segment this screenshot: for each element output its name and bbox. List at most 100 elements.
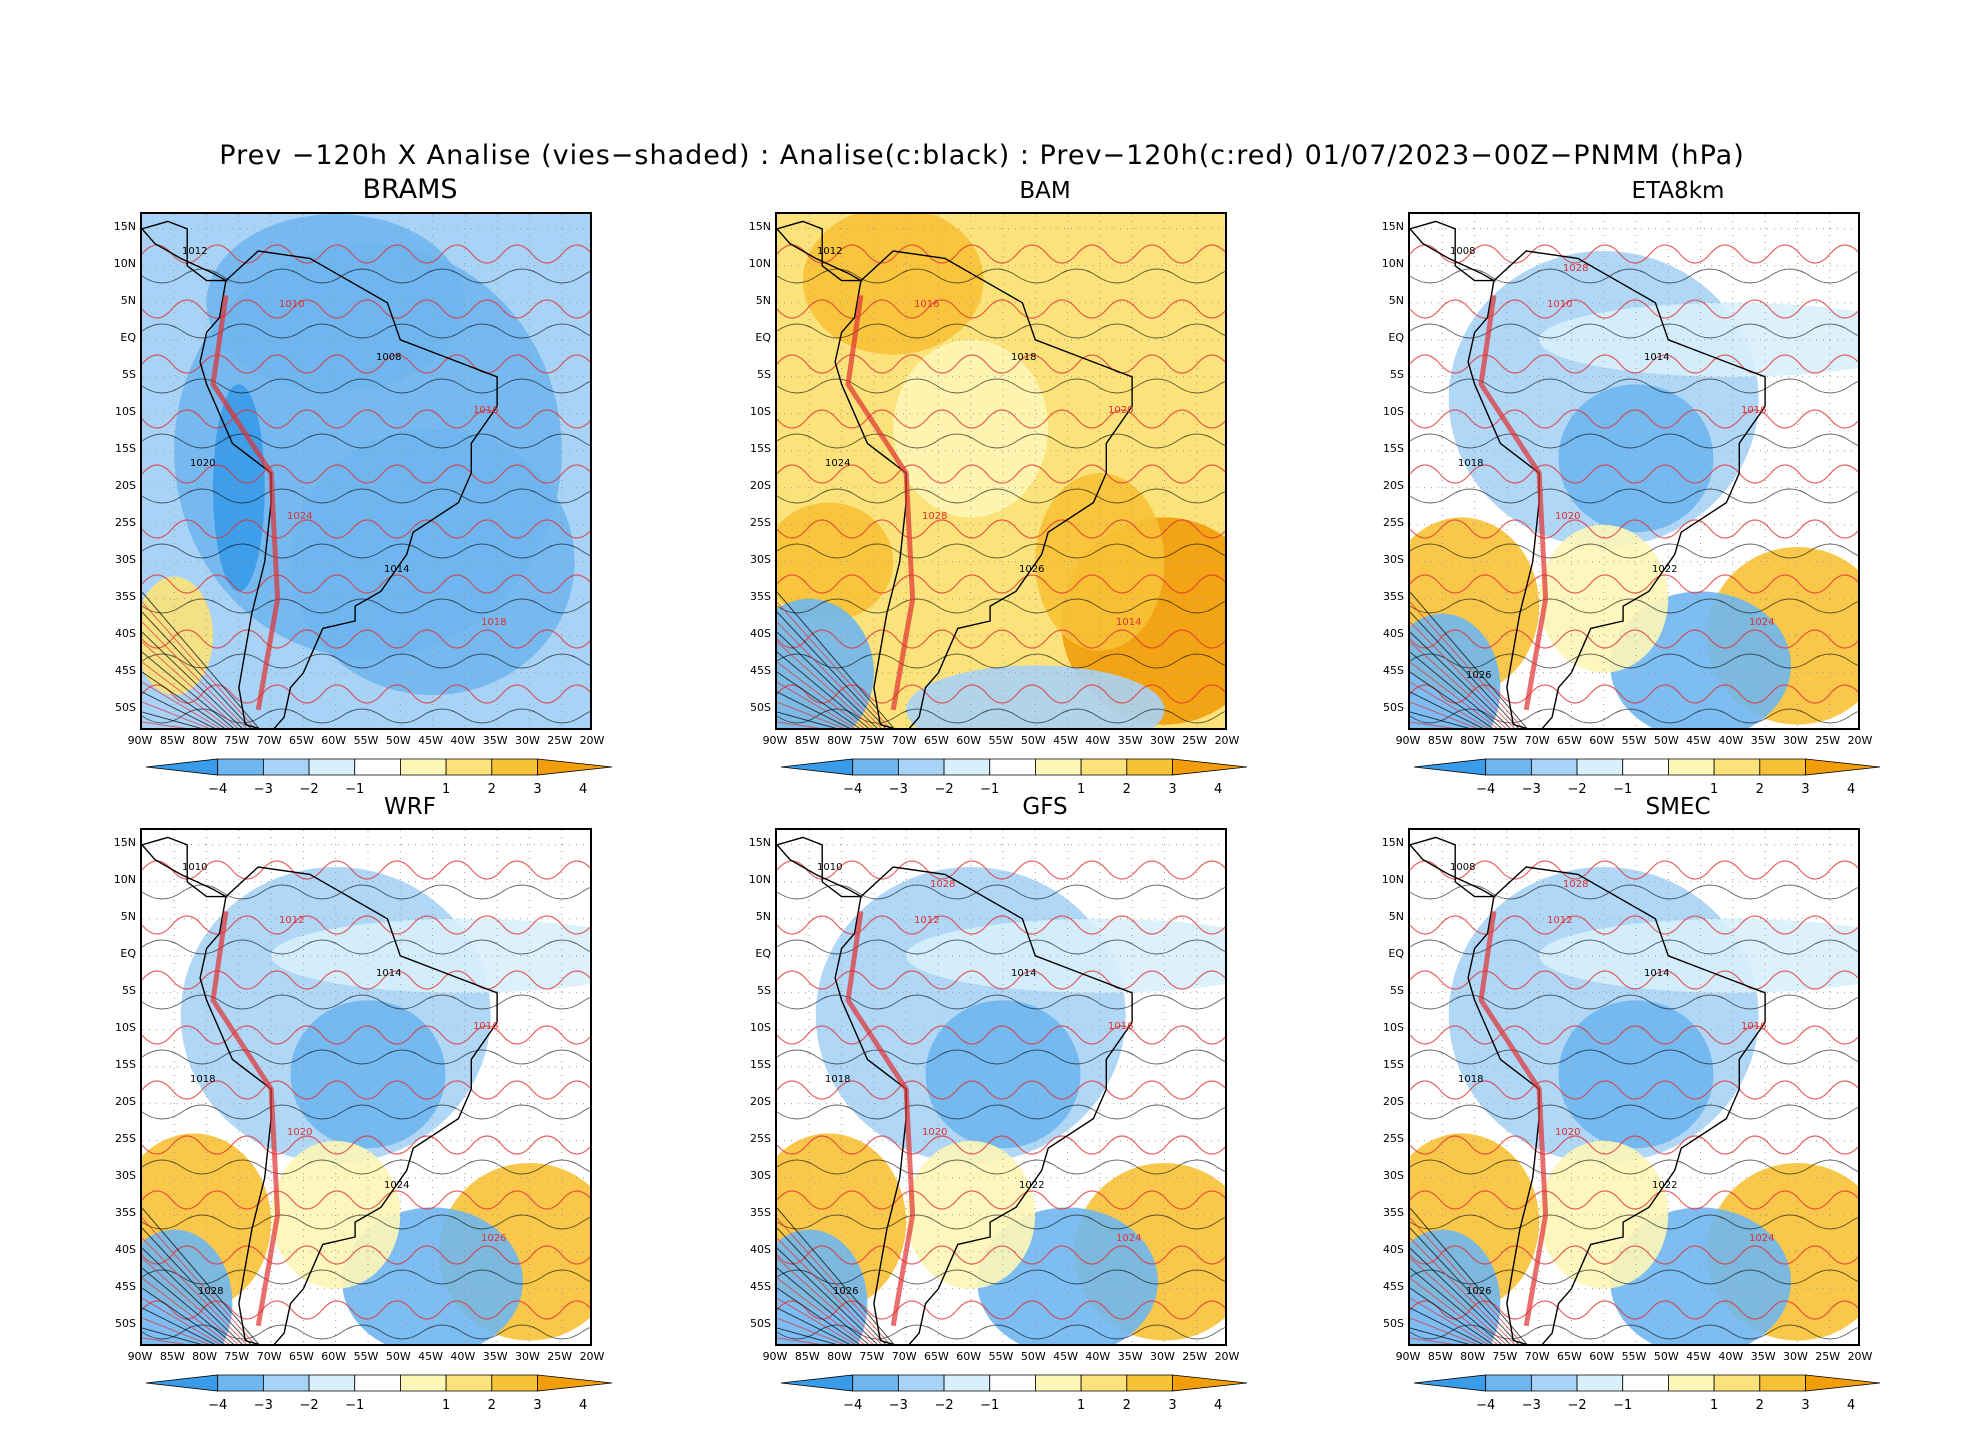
lon-tick-label: 70W bbox=[1524, 1350, 1550, 1363]
lat-tick-label: EQ bbox=[120, 946, 136, 960]
forecast-isobar bbox=[142, 860, 590, 880]
isobar bbox=[777, 721, 822, 728]
lat-tick-label: 5S bbox=[757, 983, 771, 997]
isobar bbox=[1410, 1257, 1507, 1344]
bias-region bbox=[906, 918, 1225, 993]
lat-tick-label: 30S bbox=[1383, 552, 1404, 566]
analysis-isobar bbox=[142, 1269, 590, 1285]
contour-label: 1012 bbox=[817, 246, 842, 257]
coastline bbox=[834, 250, 1133, 728]
lon-tick-label: 75W bbox=[224, 734, 250, 747]
colorbar-segment bbox=[989, 758, 1036, 776]
lat-tick-label: 5S bbox=[1390, 367, 1404, 381]
colorbar-segment bbox=[537, 758, 612, 776]
colorbar-label: −1 bbox=[1613, 782, 1633, 797]
lon-tick-label: 40W bbox=[1085, 1350, 1111, 1363]
lon-tick-label: 35W bbox=[482, 1350, 508, 1363]
forecast-isobar bbox=[777, 1080, 1225, 1100]
lat-tick-label: 30S bbox=[115, 552, 136, 566]
analysis-isobar bbox=[777, 1269, 1225, 1285]
colorbar-label: 3 bbox=[533, 782, 542, 797]
lon-tick-label: 60W bbox=[956, 1350, 982, 1363]
analysis-isobar bbox=[142, 1104, 590, 1120]
lon-tick-label: 75W bbox=[859, 1350, 885, 1363]
lon-tick-label: 85W bbox=[1427, 1350, 1453, 1363]
coastline bbox=[1410, 836, 1497, 898]
lon-tick-label: 70W bbox=[256, 1350, 282, 1363]
isobar bbox=[142, 631, 243, 728]
colorbar-segment bbox=[537, 1374, 612, 1392]
colorbar-label: −3 bbox=[1521, 1398, 1541, 1413]
lat-tick-label: 45S bbox=[115, 663, 136, 677]
contour-label: 1026 bbox=[1019, 564, 1044, 575]
contour-label: 1010 bbox=[279, 299, 304, 310]
contour-label: 1022 bbox=[1652, 564, 1677, 575]
isobar bbox=[777, 651, 869, 728]
lat-tick-label: 35S bbox=[1383, 589, 1404, 603]
contour-label: 1026 bbox=[1466, 1286, 1491, 1297]
isobar bbox=[1410, 1287, 1494, 1344]
lat-tick-label: 10N bbox=[113, 256, 136, 270]
isobar bbox=[1410, 711, 1470, 728]
figure-title: Prev −120h X Analise (vies−shaded) : Ana… bbox=[219, 140, 1745, 171]
colorbar-label: 2 bbox=[487, 1398, 496, 1413]
lat-tick-label: 10N bbox=[1381, 256, 1404, 270]
map-area: 1012 1010 1008 1016 1020 1024 1014 1018 bbox=[140, 212, 592, 730]
isobar bbox=[142, 1237, 247, 1344]
lon-tick-label: 30W bbox=[1149, 734, 1175, 747]
lon-tick-label: 45W bbox=[418, 734, 443, 747]
lon-tick-label: 85W bbox=[794, 734, 820, 747]
colorbar-label: −3 bbox=[888, 1398, 908, 1413]
contour-label: 1016 bbox=[1741, 405, 1766, 416]
analysis-isobar bbox=[142, 1214, 590, 1230]
lat-tick-label: 25S bbox=[750, 515, 771, 529]
map-svg: 1008 1010 1014 1016 1018 1020 1022 1024 1026 1028 bbox=[1410, 214, 1858, 728]
analysis-isobar bbox=[1410, 994, 1858, 1010]
lon-tick-label: 60W bbox=[321, 734, 347, 747]
map-area: 1012 1016 1018 1020 1024 1028 1026 1014 bbox=[775, 212, 1227, 730]
forecast-isobar bbox=[1410, 574, 1858, 594]
isobar bbox=[1410, 641, 1507, 728]
colorbar-segment bbox=[491, 758, 538, 776]
forecast-isobar bbox=[142, 1245, 590, 1265]
colorbar-segment bbox=[897, 1374, 945, 1392]
analysis-isobar bbox=[1410, 488, 1858, 504]
forecast-isobar bbox=[142, 1080, 590, 1100]
analysis-isobar bbox=[777, 1214, 1225, 1230]
contour-label: 1026 bbox=[481, 1233, 506, 1244]
lat-tick-label: 10S bbox=[1383, 404, 1404, 418]
isobar bbox=[1410, 601, 1524, 728]
andes-contours bbox=[210, 295, 281, 711]
lon-tick-label: 90W bbox=[127, 734, 153, 747]
lon-tick-label: 40W bbox=[450, 1350, 476, 1363]
isobar bbox=[142, 1337, 187, 1344]
lon-tick-label: 25W bbox=[547, 1350, 573, 1363]
bias-region bbox=[777, 1229, 868, 1344]
lon-tick-label: 45W bbox=[1686, 734, 1711, 747]
analysis-isobar bbox=[777, 653, 1225, 669]
isobar bbox=[777, 1257, 874, 1344]
bias-region bbox=[206, 214, 465, 392]
analysis-isobar bbox=[777, 1104, 1225, 1120]
lon-tick-label: 35W bbox=[1750, 734, 1776, 747]
colorbar-segment bbox=[491, 1374, 538, 1392]
lon-tick-label: 50W bbox=[1020, 734, 1046, 747]
lat-tick-label: 20S bbox=[1383, 478, 1404, 492]
isobar bbox=[777, 601, 891, 728]
panel-title: WRF bbox=[384, 794, 436, 820]
isobar bbox=[1410, 1247, 1511, 1344]
analysis-isobar bbox=[142, 1159, 590, 1175]
colorbar-label: 4 bbox=[1214, 1398, 1223, 1413]
lat-tick-label: 10S bbox=[115, 404, 136, 418]
isobar bbox=[1410, 1227, 1519, 1344]
forecast-isobar bbox=[142, 1025, 590, 1045]
colorbar-label: 4 bbox=[579, 1398, 588, 1413]
colorbar-label: −3 bbox=[253, 782, 273, 797]
lon-tick-label: 90W bbox=[127, 1350, 153, 1363]
colorbar bbox=[1414, 1374, 1880, 1392]
colorbar-segment bbox=[1668, 1374, 1715, 1392]
colorbar-label: −4 bbox=[1476, 1398, 1496, 1413]
forecast-isobar bbox=[777, 574, 1225, 594]
contour-label: 1018 bbox=[1458, 458, 1483, 469]
lat-tick-label: 50S bbox=[750, 1316, 771, 1330]
